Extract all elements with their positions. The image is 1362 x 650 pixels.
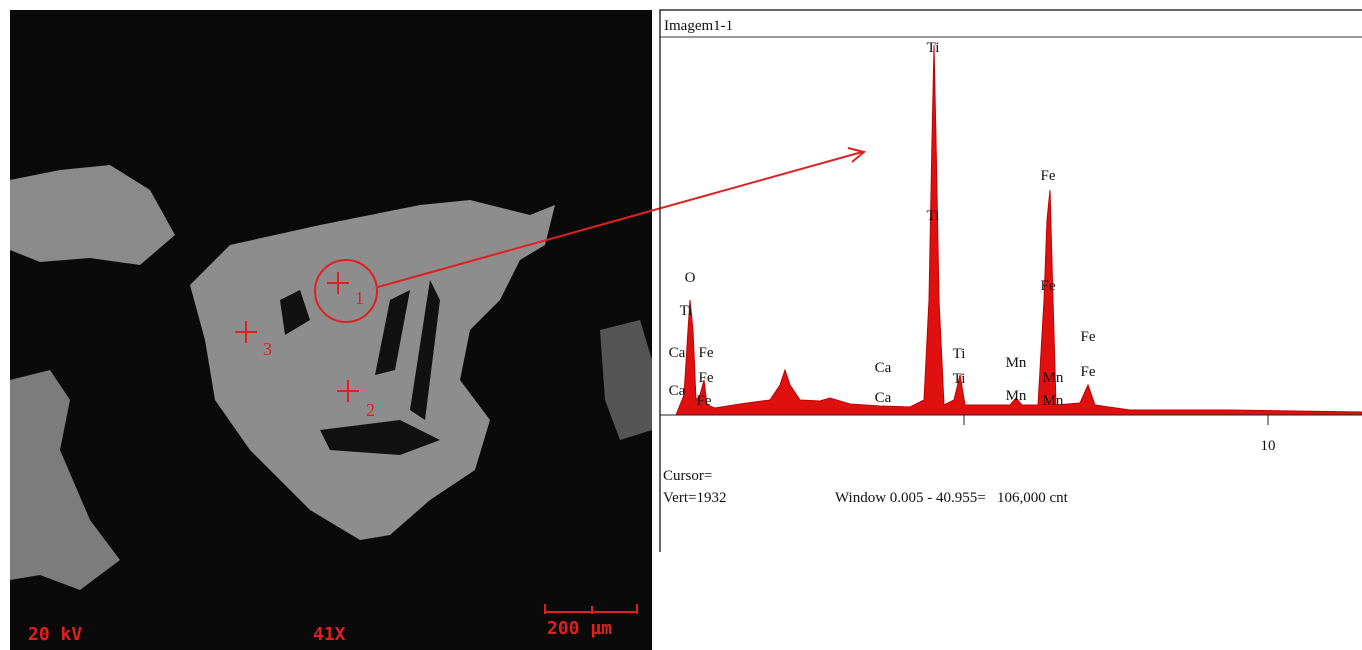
peak-label: Fe <box>699 370 714 386</box>
peak-label: Fe <box>1081 329 1096 345</box>
peak-label: Mn <box>1006 388 1027 404</box>
peak-label: Ti <box>927 40 940 56</box>
point-label: 1 <box>355 288 364 308</box>
point-label: 2 <box>366 400 375 420</box>
peak-label: Fe <box>1081 364 1096 380</box>
peak-label: Ca <box>669 345 686 361</box>
spectrum-title: Imagem1-1 <box>664 18 733 34</box>
peak-label: Ca <box>875 360 892 376</box>
peak-labels: O Ti Ca Fe Ca Fe Fe Ca Ca Ti Ti Ti Ti Mn… <box>669 40 1096 409</box>
page: 1 2 3 20 kV 41X 200 µm Imagem1-1 10 O Ti… <box>0 0 1362 650</box>
vertical-readout: Vert=1932 <box>663 490 726 506</box>
peak-label: Ti <box>953 346 966 362</box>
frame <box>660 10 1362 552</box>
peak-label: Ti <box>927 208 940 224</box>
peak-label: Ti <box>953 371 966 387</box>
peak-label: Fe <box>697 393 712 409</box>
peak-label: Fe <box>1041 278 1056 294</box>
cursor-readout: Cursor= <box>663 468 712 484</box>
peak-label: O <box>685 270 696 286</box>
peak-label: Ca <box>875 390 892 406</box>
peak-label: Ti <box>680 303 693 319</box>
peak-label: Fe <box>699 345 714 361</box>
micrograph: 1 2 3 20 kV 41X 200 µm <box>10 10 864 650</box>
peak-label: Mn <box>1043 370 1064 386</box>
spectrum: Imagem1-1 10 O Ti Ca Fe Ca Fe Fe Ca Ca T… <box>660 10 1362 552</box>
peak-label: Ca <box>669 383 686 399</box>
x-tick-label: 10 <box>1261 438 1276 454</box>
peak-label: Fe <box>1041 168 1056 184</box>
window-readout: Window 0.005 - 40.955= 106,000 cnt <box>835 490 1069 506</box>
voltage: 20 kV <box>28 624 82 645</box>
point-label: 3 <box>263 339 272 359</box>
x-tick <box>964 415 1268 425</box>
scale-bar-label: 200 µm <box>547 618 612 639</box>
peak-label: Mn <box>1043 393 1064 409</box>
magnification: 41X <box>313 624 346 645</box>
peak-label: Mn <box>1006 355 1027 371</box>
